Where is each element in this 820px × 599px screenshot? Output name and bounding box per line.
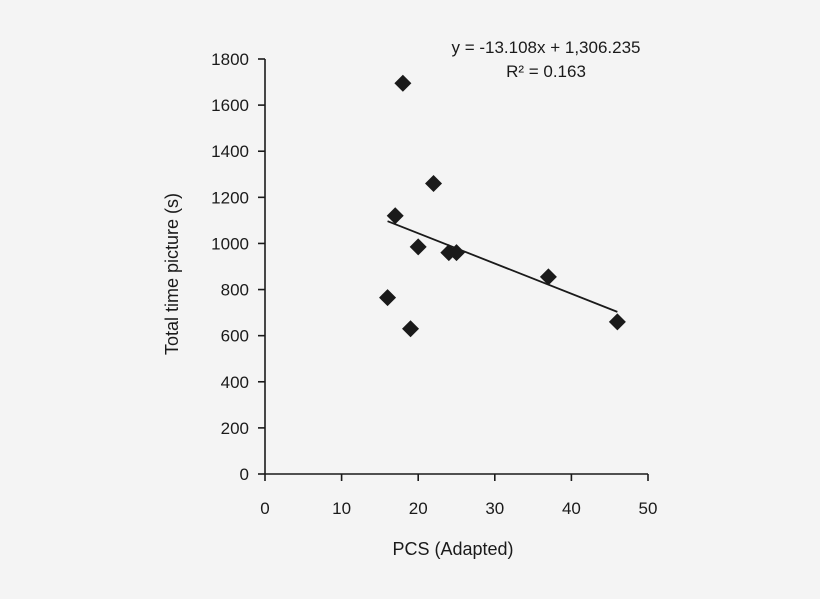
y-axis-title: Total time picture (s)	[162, 193, 182, 355]
equation-label: y = -13.108x + 1,306.235	[451, 38, 640, 57]
x-tick-label: 40	[562, 499, 581, 518]
data-point	[539, 268, 557, 286]
x-tick-label: 30	[485, 499, 504, 518]
y-tick-label: 0	[240, 465, 249, 484]
data-point	[379, 289, 397, 307]
x-tick-label: 10	[332, 499, 351, 518]
y-tick-label: 200	[221, 419, 249, 438]
y-tick-label: 1000	[211, 234, 249, 253]
data-point	[386, 207, 404, 225]
data-point	[608, 313, 626, 331]
x-tick-label: 0	[260, 499, 269, 518]
y-tick-label: 1600	[211, 96, 249, 115]
data-point	[425, 175, 443, 192]
y-tick-label: 800	[221, 281, 249, 300]
data-points	[379, 74, 626, 338]
y-tick-label: 1400	[211, 142, 249, 161]
y-tick-label: 1200	[211, 188, 249, 207]
x-axis-title: PCS (Adapted)	[392, 539, 513, 559]
axes	[258, 58, 649, 481]
trendline	[387, 220, 618, 313]
x-tick-label: 20	[409, 499, 428, 518]
tick-labels: 0 200 400 600 800 1000 1200 1400 1600 1800 0 10 20 30…	[211, 50, 657, 518]
data-point	[409, 238, 427, 256]
trendline-group	[387, 220, 618, 313]
y-tick-label: 600	[221, 327, 249, 346]
r-squared-label: R² = 0.163	[506, 62, 586, 81]
data-point	[448, 244, 465, 262]
y-tick-label: 1800	[211, 50, 249, 69]
data-point	[402, 320, 420, 338]
data-point	[394, 74, 412, 92]
x-tick-label: 50	[639, 499, 658, 518]
y-tick-label: 400	[221, 373, 249, 392]
